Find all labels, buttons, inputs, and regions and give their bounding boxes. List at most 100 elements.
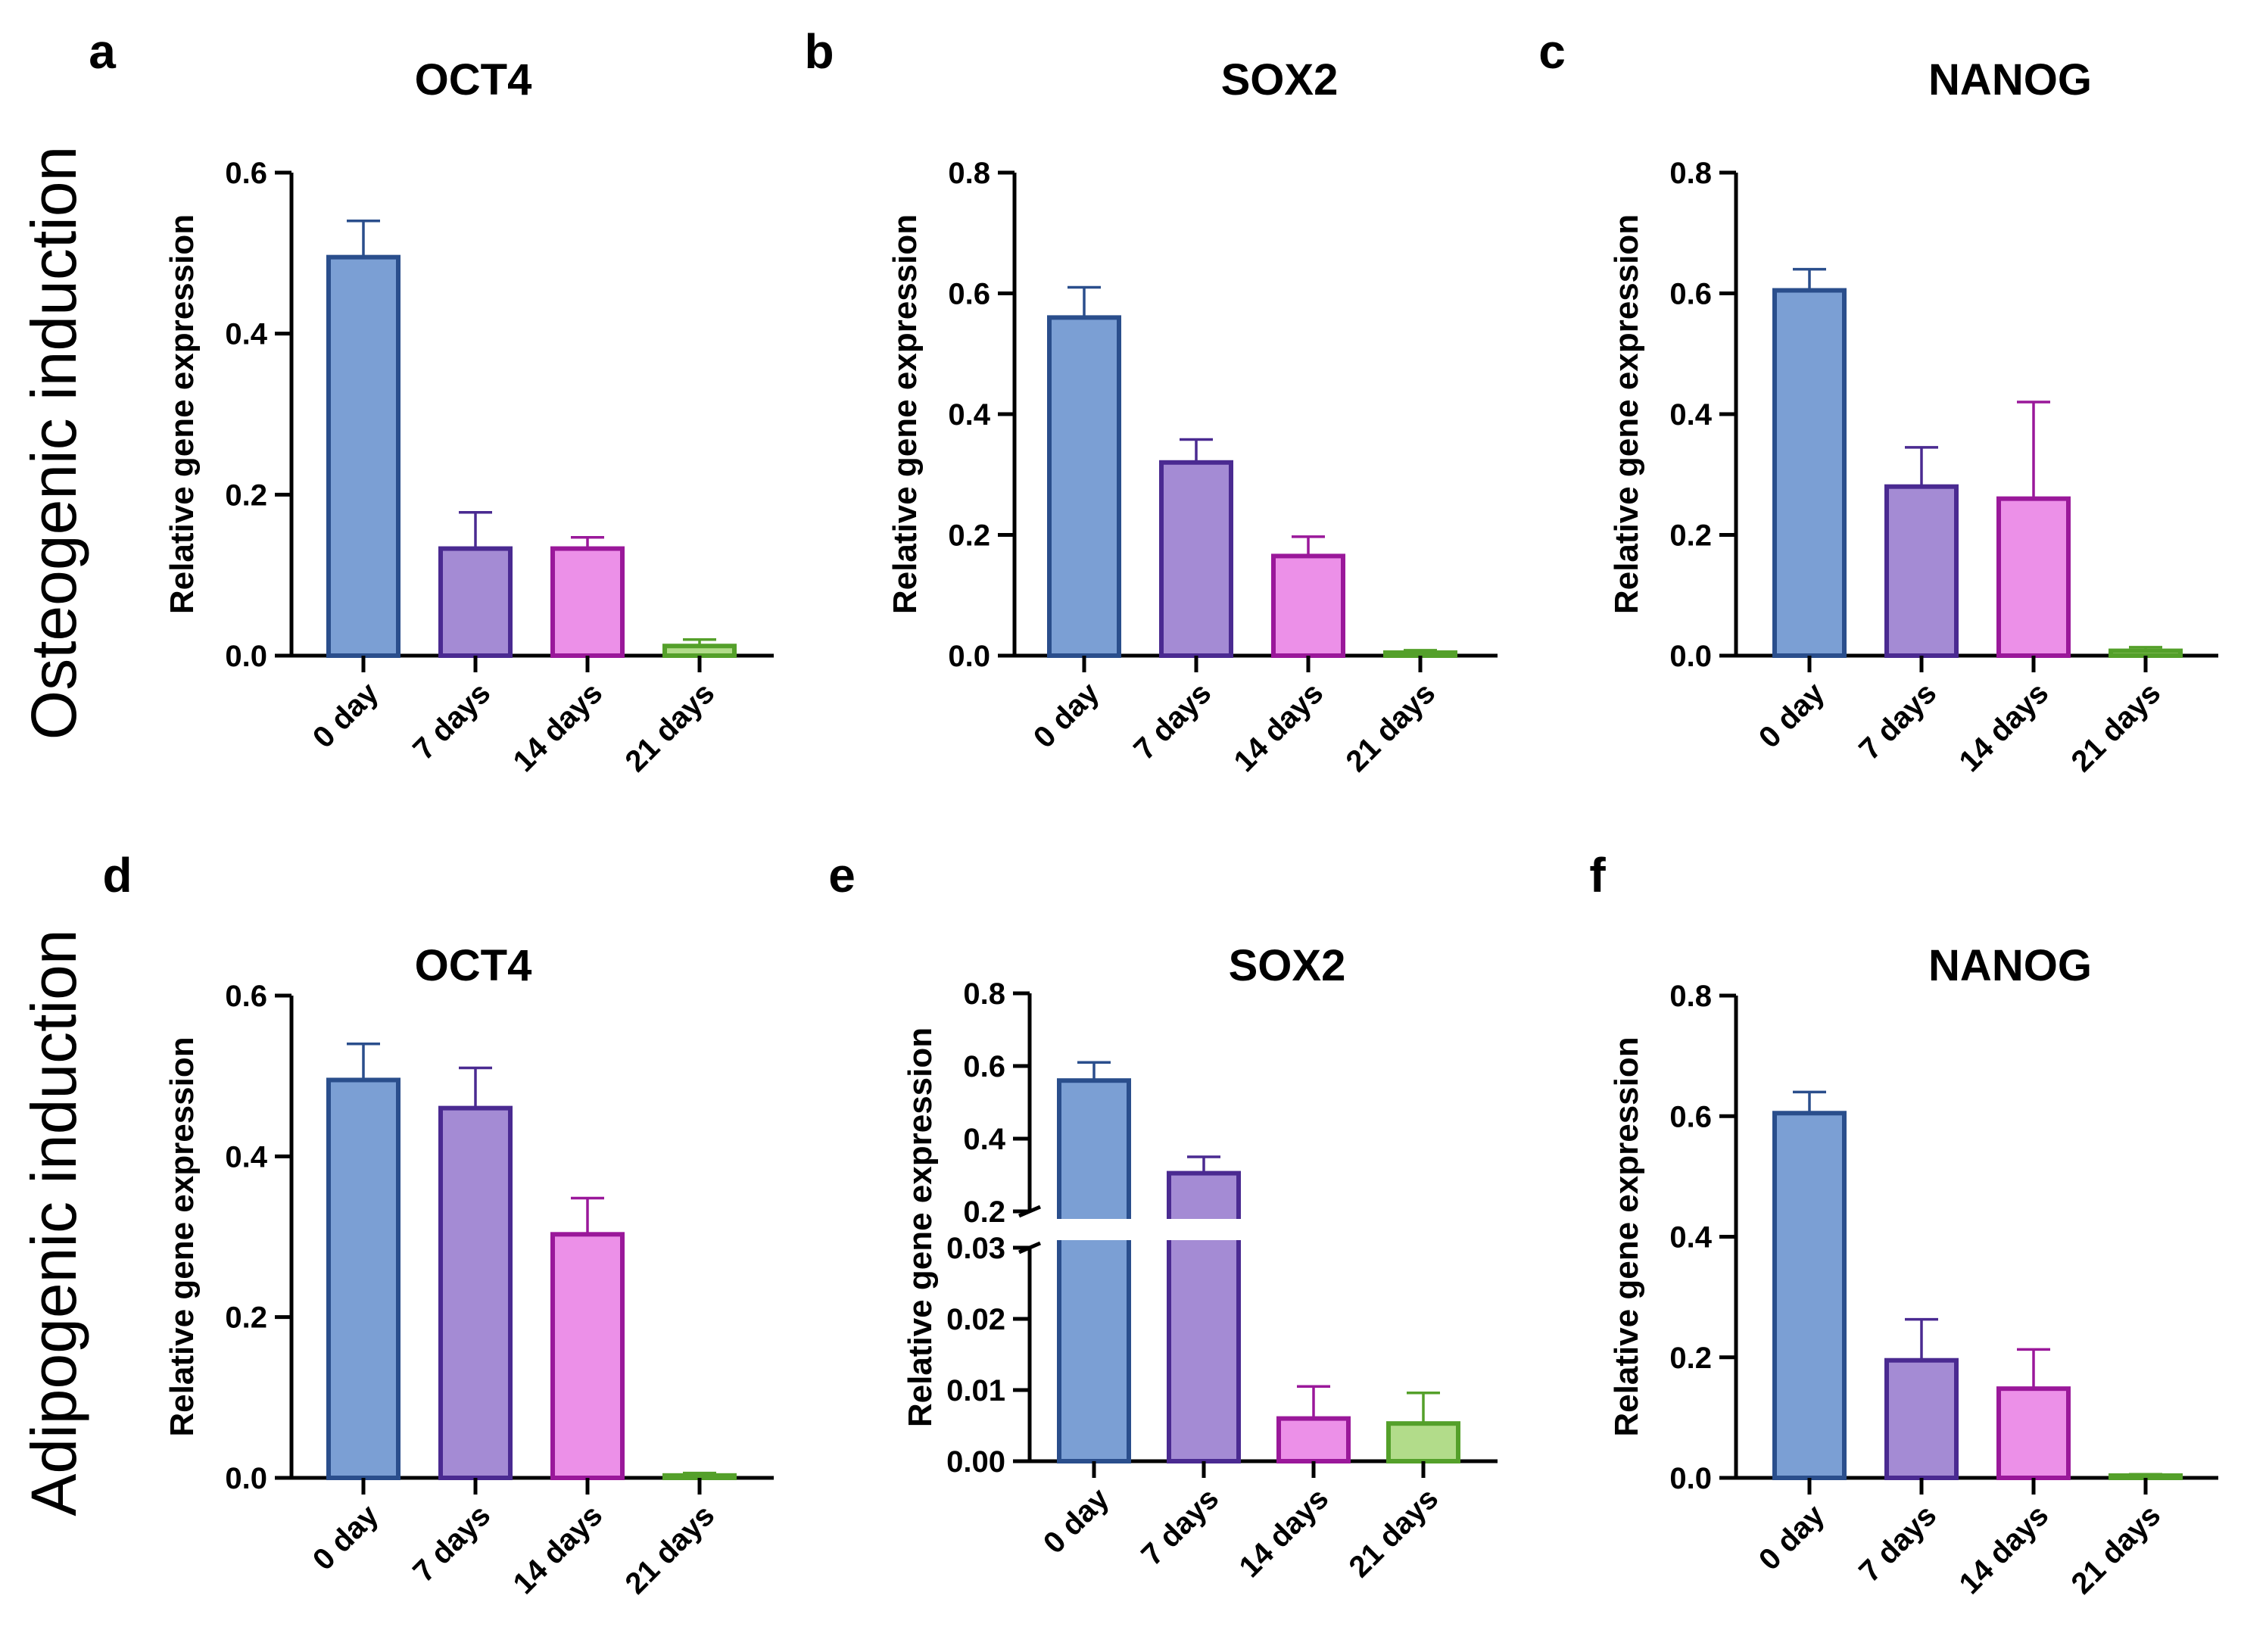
bar <box>2109 648 2183 658</box>
axis-break-mark <box>1018 1241 1041 1255</box>
x-tick-label: 14 days <box>506 1498 609 1601</box>
axis-break-mark <box>1018 1205 1041 1218</box>
y-tick-label: 0.8 <box>1669 157 1712 190</box>
chart-title: NANOG <box>1928 941 2092 990</box>
y-tick-label: 0.2 <box>225 1301 267 1335</box>
x-tick-label: 7 days <box>407 676 497 766</box>
bar <box>550 1232 625 1480</box>
bar <box>1386 1421 1460 1464</box>
y-tick-label: 0.4 <box>948 398 990 432</box>
bar <box>1383 650 1457 659</box>
y-tick-label: 0.4 <box>1669 398 1712 432</box>
y-tick-label: 0.2 <box>948 519 990 553</box>
y-tick-label: 0.6 <box>1669 278 1712 311</box>
bar <box>1884 484 1959 659</box>
y-tick-label: 0.4 <box>225 1140 267 1174</box>
y-tick-label: 0.0 <box>1669 1462 1712 1495</box>
y-tick-label: 0.0 <box>225 1462 267 1495</box>
chart-panel-d: d OCT4 Relative gene expression 0.0 0.2 0.4 0.… <box>102 848 774 1601</box>
x-tick-label: 0 day <box>1037 1482 1116 1560</box>
y-tick-label: 0.4 <box>1669 1221 1712 1255</box>
x-tick-label: 7 days <box>1853 1498 1943 1588</box>
chart-title: SOX2 <box>1221 55 1339 104</box>
y-tick-label: 0.02 <box>946 1303 1005 1336</box>
bar <box>550 546 625 658</box>
x-tick-label: 7 days <box>1853 676 1943 766</box>
x-tick-label: 21 days <box>619 676 721 778</box>
x-tick-label: 0 day <box>1753 1498 1831 1577</box>
row-label-adipogenic: Adipogenic induction <box>18 929 89 1516</box>
y-axis-label: Relative gene expression <box>902 1027 939 1427</box>
axis-break-gap <box>1021 1219 1488 1240</box>
chart-panel-b: b SOX2 Relative gene expression 0.0 0.2 0.4 0.… <box>804 24 1498 778</box>
y-tick-label: 0.6 <box>1669 1100 1712 1133</box>
y-axis-label: Relative gene expression <box>1608 1036 1645 1436</box>
x-tick-label: 21 days <box>1339 676 1442 778</box>
x-tick-label: 0 day <box>307 1498 385 1577</box>
x-tick-label: 14 days <box>1953 1498 2055 1601</box>
y-tick-label: 0.01 <box>946 1374 1005 1407</box>
bar <box>438 546 513 658</box>
chart-panel-c: c NANOG Relative gene expression 0.0 0.2 0.4 0… <box>1538 24 2218 778</box>
bar <box>1996 496 2071 659</box>
bar <box>1271 553 1345 658</box>
panel-letter: f <box>1589 848 1606 902</box>
x-tick-label: 7 days <box>1135 1482 1225 1572</box>
x-tick-label: 0 day <box>1027 676 1106 755</box>
y-axis-label: Relative gene expression <box>1608 214 1645 614</box>
bar <box>1996 1386 2071 1481</box>
bar <box>1057 1078 1131 1463</box>
y-tick-label: 0.0 <box>225 640 267 673</box>
panel-letter: b <box>804 24 834 79</box>
chart-title: SOX2 <box>1229 941 1346 990</box>
y-tick-label: 0.6 <box>225 157 267 190</box>
y-tick-label: 0.4 <box>963 1123 1005 1156</box>
bar <box>1159 460 1233 658</box>
x-tick-label: 14 days <box>1227 676 1329 778</box>
y-tick-label: 0.6 <box>225 980 267 1013</box>
x-tick-label: 14 days <box>1953 676 2055 778</box>
x-tick-label: 21 days <box>619 1498 721 1601</box>
y-tick-label: 0.2 <box>1669 519 1712 553</box>
y-axis-label: Relative gene expression <box>164 1036 201 1436</box>
x-tick-label: 21 days <box>2065 676 2167 778</box>
bar <box>326 1077 401 1480</box>
bar <box>1772 288 1847 658</box>
y-tick-label: 0.4 <box>225 318 267 351</box>
chart-title: NANOG <box>1928 55 2092 104</box>
chart-title: OCT4 <box>415 55 532 104</box>
bar <box>326 254 401 658</box>
y-tick-label: 0.2 <box>1669 1342 1712 1375</box>
row-label-osteogenic: Osteogenic induction <box>18 146 89 740</box>
y-tick-label: 0.03 <box>946 1232 1005 1265</box>
chart-panel-f: f NANOG Relative gene expression 0.0 0.2 0.4 0… <box>1589 848 2218 1601</box>
y-tick-label: 0.0 <box>1669 640 1712 673</box>
y-tick-label: 0.0 <box>948 640 990 673</box>
bar <box>662 644 737 658</box>
y-tick-label: 0.2 <box>963 1195 1005 1229</box>
chart-panel-a: a OCT4 Relative gene expression 0.0 0.2 0.4 0.… <box>89 24 774 778</box>
y-tick-label: 0.6 <box>948 278 990 311</box>
bar <box>1884 1357 1959 1480</box>
y-tick-label: 0.6 <box>963 1050 1005 1083</box>
bar <box>2109 1473 2183 1480</box>
x-tick-label: 7 days <box>1127 676 1217 766</box>
bar <box>662 1473 737 1480</box>
y-tick-label: 0.8 <box>963 977 1005 1011</box>
bar <box>1167 1170 1241 1463</box>
y-tick-label: 0.8 <box>948 157 990 190</box>
x-tick-label: 0 day <box>1753 676 1831 755</box>
panel-letter: d <box>102 848 132 902</box>
panel-letter: e <box>828 848 856 902</box>
x-tick-label: 0 day <box>307 676 385 755</box>
y-axis-label: Relative gene expression <box>164 214 201 614</box>
x-tick-label: 21 days <box>2065 1498 2167 1601</box>
y-tick-label: 0.8 <box>1669 980 1712 1013</box>
panel-letter: a <box>89 24 116 79</box>
x-tick-label: 14 days <box>1233 1482 1335 1584</box>
x-tick-label: 21 days <box>1342 1482 1445 1584</box>
bar <box>438 1105 513 1480</box>
y-axis-label: Relative gene expression <box>887 214 924 614</box>
